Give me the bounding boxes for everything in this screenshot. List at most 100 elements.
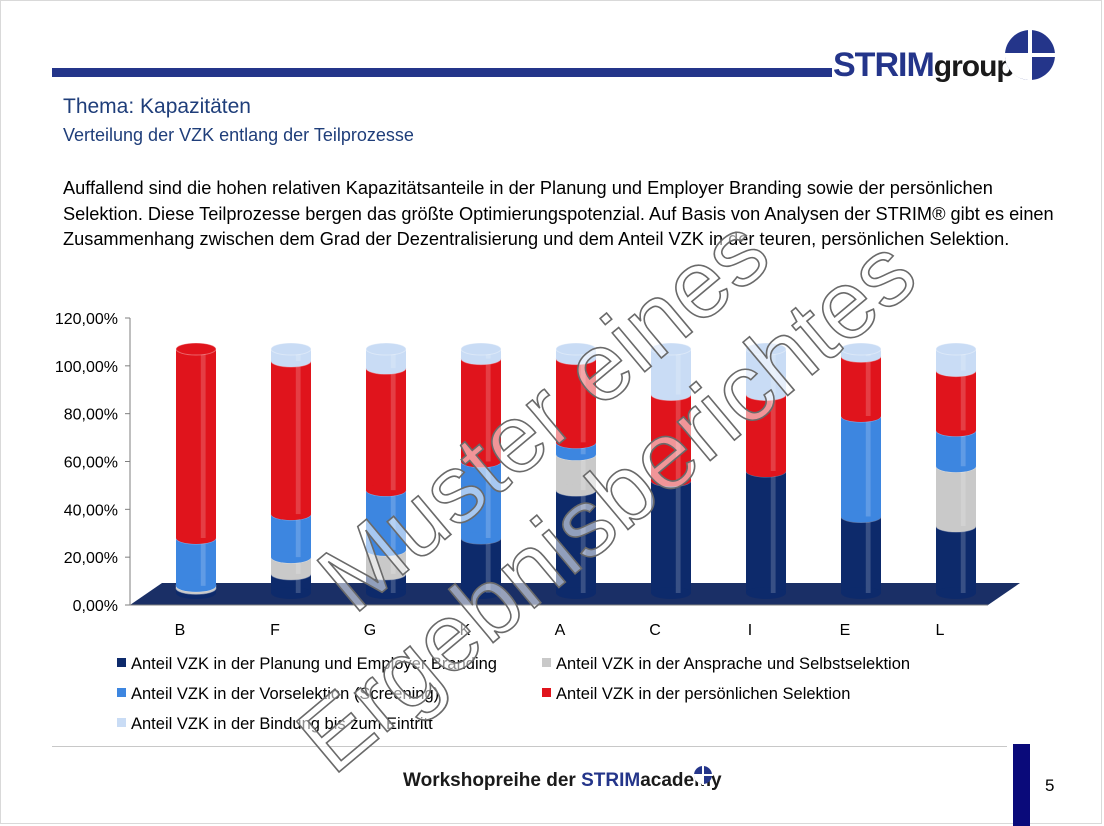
bar-highlight <box>200 349 206 538</box>
bar-highlight <box>295 514 301 558</box>
bar-highlight <box>770 394 776 472</box>
bar-segment-bottom <box>271 355 311 368</box>
strim-group-logo: STRIMgroup <box>833 28 1063 90</box>
bar-segment-bottom <box>271 567 311 580</box>
bar-highlight <box>865 416 871 517</box>
bar-segment-bottom <box>936 364 976 377</box>
stacked-bar-chart: 0,00% 20,00% 40,00% 60,00% 80,00% 100,00% 120,… <box>55 311 1020 639</box>
bar-highlight <box>295 349 301 362</box>
bar-highlight <box>960 430 966 467</box>
x-tick-label: A <box>555 622 566 639</box>
bar-segment-E-3 <box>841 356 881 417</box>
bar-segment-bottom <box>176 531 216 544</box>
legend-item-planung: Anteil VZK in der Planung und Employer B… <box>117 655 497 674</box>
bar-segment-A-3 <box>556 358 596 443</box>
body-paragraph: Auffallend sind die hohen relativen Kapa… <box>63 178 1054 249</box>
footer-divider <box>52 746 1007 747</box>
bar-segment-K-3 <box>461 358 501 462</box>
x-tick-label: E <box>840 622 851 639</box>
bar-segment-top <box>270 342 312 356</box>
bar-segment-bottom <box>841 587 881 599</box>
bar-segment-bottom <box>651 474 691 487</box>
bar-segment-bottom <box>556 436 596 449</box>
bar-highlight <box>865 516 871 593</box>
bar-segment-bottom <box>366 587 406 599</box>
bar-highlight <box>960 526 966 593</box>
bar-segment-bottom <box>366 543 406 556</box>
bar-highlight <box>770 349 776 395</box>
bar-segment-B-3 <box>176 349 216 538</box>
y-tick-label: 0,00% <box>73 598 118 615</box>
legend-label: Anteil VZK in der Planung und Employer B… <box>131 655 497 673</box>
bar-segment-I-4 <box>746 349 786 395</box>
bar-segment-bottom <box>366 484 406 497</box>
bar-highlight <box>675 349 681 395</box>
bar-highlight <box>960 349 966 371</box>
y-tick-label: 120,00% <box>55 311 118 328</box>
bar-segment-bottom <box>936 424 976 437</box>
footer-brand: Workshopreihe der STRIMacademy <box>403 770 722 791</box>
bar-highlight <box>390 349 396 369</box>
header-bar <box>52 68 832 77</box>
bar-segment-bottom <box>651 388 691 401</box>
bar-segment-top <box>175 342 217 356</box>
bar-segment-A-0 <box>556 490 596 593</box>
bar-segment-bottom <box>841 510 881 523</box>
x-tick-label: L <box>936 622 945 639</box>
bar-highlight <box>390 573 396 593</box>
legend-swatch <box>117 658 126 668</box>
bar-segment-C-0 <box>651 480 691 593</box>
bar-segment-bottom <box>746 587 786 599</box>
bar-segment-B-2 <box>176 537 216 586</box>
legend-swatch <box>117 718 126 728</box>
bar-segment-K-2 <box>461 461 501 538</box>
x-tick-label: C <box>649 622 661 639</box>
legend-item-bindung: Anteil VZK in der Bindung bis zum Eintri… <box>117 715 433 734</box>
bar-segment-top <box>365 342 407 356</box>
bar-segment-L-3 <box>936 370 976 431</box>
legend-swatch <box>542 688 551 698</box>
bar-segment-bottom <box>556 587 596 599</box>
legend-swatch <box>117 688 126 698</box>
bar-segment-I-3 <box>746 394 786 472</box>
bar-segment-F-3 <box>271 361 311 515</box>
bar-segment-bottom <box>271 587 311 599</box>
bar-segment-bottom <box>556 484 596 497</box>
bar-highlight <box>390 490 396 550</box>
bar-segment-bottom <box>271 508 311 521</box>
bar-segment-top <box>460 342 502 356</box>
bar-highlight <box>960 370 966 431</box>
bar-segment-top <box>935 342 977 356</box>
legend-item-selektion: Anteil VZK in der persönlichen Selektion <box>542 685 850 704</box>
bar-segment-G-3 <box>366 368 406 491</box>
bar-highlight <box>485 358 491 462</box>
bar-segment-bottom <box>936 460 976 473</box>
bar-highlight <box>960 466 966 527</box>
bar-segment-I-0 <box>746 471 786 593</box>
logo-globe-icon <box>1003 28 1057 82</box>
bar-segment-bottom <box>556 352 596 365</box>
bar-highlight <box>485 537 491 593</box>
bar-segment-top <box>650 342 692 356</box>
legend-label: Anteil VZK in der Vorselektion (Screenin… <box>131 685 440 703</box>
y-tick-label: 80,00% <box>64 407 118 424</box>
logo-wordmark: STRIMgroup <box>833 46 1015 84</box>
bar-highlight <box>295 557 301 574</box>
footer-accent-bar <box>1013 744 1030 826</box>
academy-logo-icon <box>693 765 713 785</box>
legend-swatch <box>542 658 551 668</box>
y-tick-label: 40,00% <box>64 502 118 519</box>
bar-segment-bottom <box>746 465 786 478</box>
x-tick-label: K <box>460 622 471 639</box>
bar-segment-L-4 <box>936 349 976 371</box>
y-tick-label: 20,00% <box>64 550 118 567</box>
bar-highlight <box>580 454 586 491</box>
bar-segment-bottom <box>176 579 216 592</box>
legend-item-vorselektion: Anteil VZK in der Vorselektion (Screenin… <box>117 685 439 704</box>
bar-segment-F-2 <box>271 514 311 558</box>
bar-segment-E-2 <box>841 416 881 517</box>
bar-segment-E-0 <box>841 516 881 593</box>
bar-highlight <box>675 394 681 481</box>
x-tick-label: F <box>270 622 280 639</box>
